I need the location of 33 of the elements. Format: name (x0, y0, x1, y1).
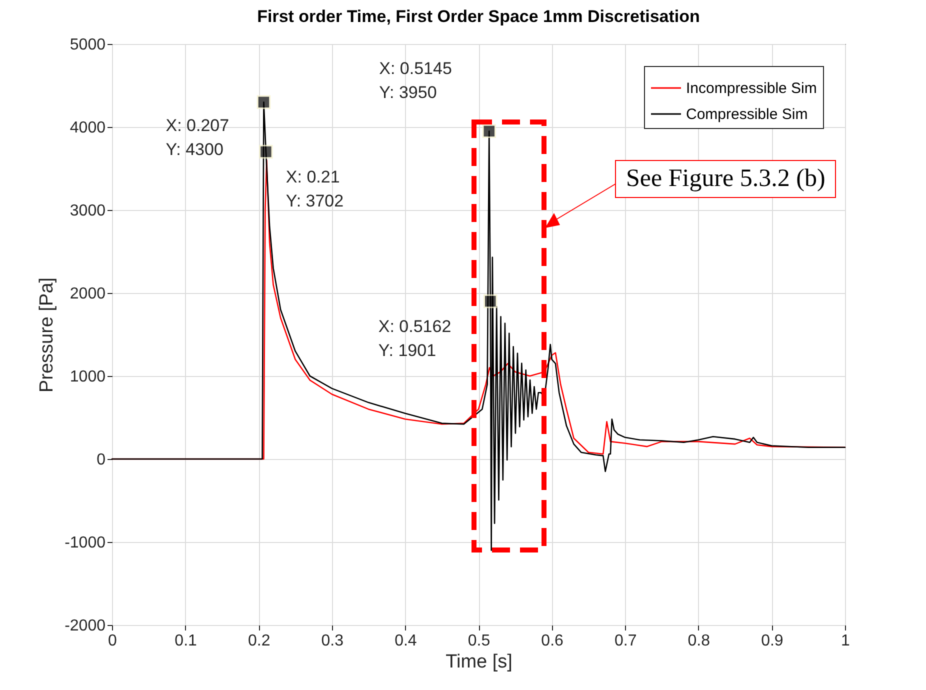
annotation: See Figure 5.3.2 (b) (615, 160, 836, 198)
y-tick-label: 3000 (70, 202, 106, 220)
x-tick-label: 0.2 (248, 632, 270, 650)
x-tick-label: 1 (841, 632, 850, 650)
point (256, 95, 271, 109)
y-tick-label: 1000 (70, 368, 106, 386)
y-tick-label: -1000 (64, 534, 106, 552)
x-tick-label: 0.7 (614, 632, 637, 650)
annotation: X: 0.5145 Y: 3950 (379, 59, 452, 102)
chart-title: First order Time, First Order Space 1mm Discretisation (257, 7, 700, 26)
x-tick-label: 0.5 (468, 632, 490, 650)
y-tick-label: -2000 (64, 618, 106, 634)
point (482, 124, 496, 138)
x-tick-label: 0.1 (174, 632, 198, 650)
y-tick-label: 2000 (70, 286, 106, 302)
annotation: X: 0.21 Y: 3702 (286, 168, 344, 211)
x-tick-label: 0 (108, 632, 118, 650)
x-tick-label: 0.9 (761, 632, 784, 650)
x-axis-title: Time [s] (446, 652, 512, 672)
annotation: X: 0.5162 Y: 1901 (378, 317, 452, 360)
legend-label: Incompressible Sim (686, 80, 817, 97)
y-tick-label: 4000 (70, 120, 106, 136)
x-tick-label: 0.6 (541, 632, 564, 650)
point (484, 294, 498, 308)
point (259, 144, 273, 159)
annotation: X: 0.207 Y: 4300 (166, 116, 230, 160)
y-tick-label: 0 (96, 452, 106, 468)
y-tick-label: 5000 (70, 36, 106, 54)
x-tick-label: 0.8 (688, 632, 710, 650)
x-tick-label: 0.4 (394, 632, 417, 650)
x-tick-label: 0.3 (321, 632, 344, 650)
legend-label: Compressible Sim (686, 106, 808, 123)
y-axis-title: Pressure [Pa] (36, 277, 58, 393)
